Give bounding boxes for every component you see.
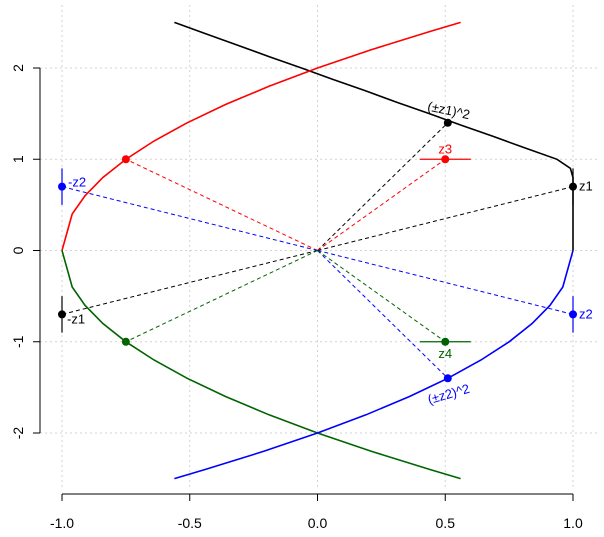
point-label: z3 [438, 141, 452, 156]
dashed-connector [61, 250, 318, 315]
data-point [441, 155, 450, 164]
y-tick-label: 2 [10, 64, 26, 72]
curve-series [174, 21, 574, 187]
curve-series [61, 21, 461, 251]
point-label: (±z1)^2 [426, 99, 471, 123]
point-label: -z2 [68, 175, 86, 190]
x-tick-label: -0.5 [178, 515, 202, 531]
curve-series [174, 250, 574, 480]
dashed-connector [317, 250, 446, 343]
point-label: z4 [438, 346, 452, 361]
data-point [441, 337, 450, 346]
points [58, 118, 577, 383]
y-tick-label: -1 [10, 335, 26, 348]
curve-series [61, 250, 461, 480]
data-point [121, 155, 130, 164]
data-point [569, 182, 577, 191]
data-point [58, 310, 66, 319]
point-label: z1 [579, 179, 593, 194]
data-point [443, 118, 452, 127]
point-label: z2 [579, 306, 593, 321]
curves [61, 21, 574, 480]
data-point [569, 310, 577, 319]
dashed-connector [317, 122, 449, 251]
axes: -1.0 -0.5 0.0 0.5 1.0 -2 -1 0 1 2 [10, 64, 583, 531]
x-tick-label: 1.0 [563, 515, 583, 531]
dashed-connector [317, 250, 574, 315]
y-tick-label: 1 [10, 155, 26, 163]
x-tick-label: -1.0 [50, 515, 74, 531]
dashed-connector [317, 250, 449, 379]
dashed-connector [125, 158, 318, 251]
y-tick-label: -2 [10, 427, 26, 440]
x-tick-label: 0.0 [308, 515, 328, 531]
data-point [58, 182, 66, 191]
data-point [121, 337, 130, 346]
data-point [443, 374, 452, 383]
dashed-connector [317, 186, 574, 251]
point-label: -z1 [67, 311, 85, 326]
dashed-connector [317, 158, 446, 251]
x-tick-label: 0.5 [436, 515, 456, 531]
y-tick-label: 0 [10, 246, 26, 254]
dashed-connector [125, 250, 318, 343]
dashed-connector [61, 186, 318, 251]
grid [40, 5, 600, 490]
dashed-connectors [61, 122, 574, 379]
